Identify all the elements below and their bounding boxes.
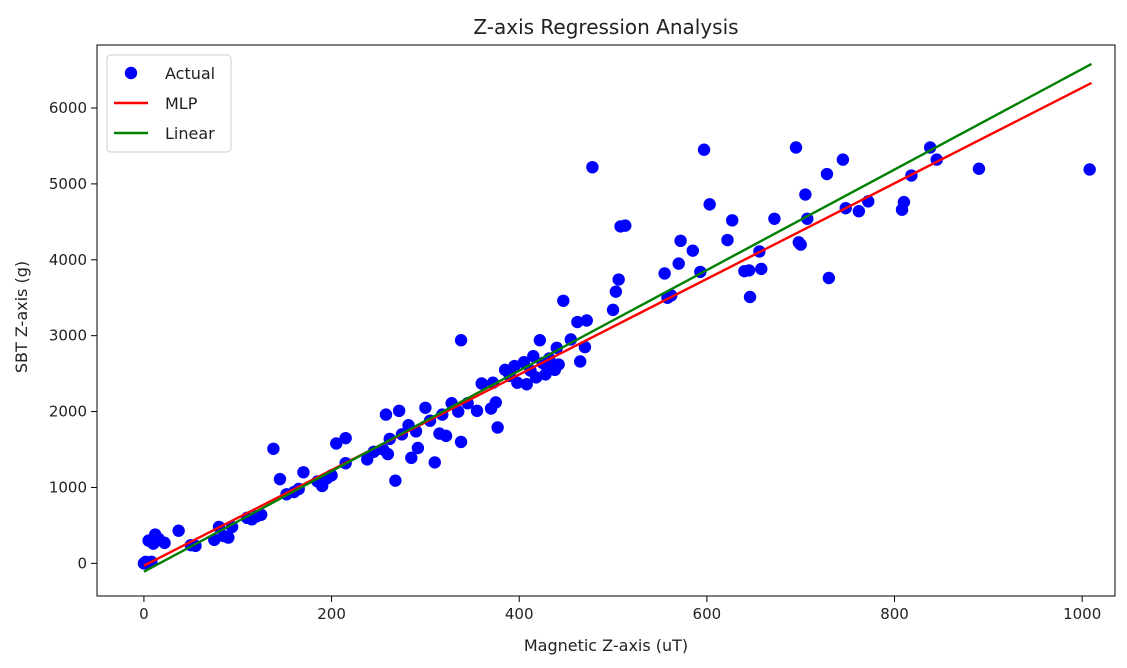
chart-title: Z-axis Regression Analysis <box>473 15 738 39</box>
data-point <box>470 404 484 418</box>
data-point <box>725 214 739 227</box>
data-point <box>571 315 584 329</box>
legend-label-mlp: MLP <box>165 94 198 113</box>
y-axis-label: SBT Z-axis (g) <box>12 261 31 373</box>
data-point <box>897 195 911 209</box>
x-tick-label: 600 <box>693 605 722 623</box>
data-point <box>658 267 671 280</box>
data-point <box>392 404 406 418</box>
legend-box <box>106 54 232 153</box>
data-point <box>367 445 380 458</box>
data-point <box>297 466 310 479</box>
data-point <box>381 447 395 461</box>
data-point <box>743 290 757 304</box>
data-point <box>789 141 803 154</box>
plot-area <box>137 62 1096 573</box>
y-tick-label: 2000 <box>49 403 87 421</box>
data-point <box>552 358 565 371</box>
data-point <box>389 474 402 487</box>
data-point <box>411 441 425 455</box>
data-point <box>439 429 453 443</box>
data-point <box>578 340 592 354</box>
data-point <box>520 378 533 391</box>
data-point <box>674 234 687 248</box>
y-tick-label: 3000 <box>49 327 87 345</box>
data-point <box>527 349 540 363</box>
data-point <box>672 257 685 270</box>
y-tick-label: 6000 <box>49 99 87 117</box>
data-point <box>533 334 547 347</box>
y-tick-label: 1000 <box>49 478 87 496</box>
data-point <box>419 401 432 414</box>
y-tick-label: 4000 <box>49 251 87 269</box>
data-point <box>267 442 280 455</box>
data-point <box>703 198 716 211</box>
legend-label-linear: Linear <box>165 124 215 143</box>
data-point <box>580 314 593 327</box>
x-axis-label: Magnetic Z-axis (uT) <box>524 636 688 655</box>
data-point <box>799 188 812 201</box>
data-point <box>573 355 587 368</box>
data-point <box>379 408 393 421</box>
data-point <box>273 472 287 486</box>
data-point <box>923 141 937 154</box>
data-point <box>539 368 552 381</box>
data-point <box>339 431 352 445</box>
data-point <box>755 262 768 276</box>
data-point <box>612 273 625 286</box>
data-point <box>330 437 343 450</box>
data-point <box>1083 163 1096 176</box>
data-point <box>852 205 866 218</box>
data-point <box>794 238 807 251</box>
data-point <box>820 167 834 181</box>
data-point <box>529 371 543 384</box>
data-point <box>557 294 570 307</box>
data-point <box>822 271 836 285</box>
series-line-mlp <box>143 81 1093 567</box>
data-point <box>508 359 521 373</box>
data-point <box>158 536 171 550</box>
data-point <box>428 456 441 469</box>
legend-marker-actual <box>124 66 138 80</box>
x-tick-label: 0 <box>139 605 149 623</box>
data-point <box>405 451 418 465</box>
data-point <box>172 524 185 537</box>
data-point <box>972 162 986 175</box>
series-line-linear <box>143 62 1093 573</box>
data-point <box>454 334 468 347</box>
y-tick-label: 5000 <box>49 175 87 193</box>
data-point <box>489 396 502 409</box>
data-point <box>768 212 781 226</box>
data-point <box>586 160 599 174</box>
data-point <box>721 233 734 247</box>
y-tick-label: 0 <box>77 554 87 572</box>
plot-frame <box>96 44 1116 597</box>
data-point <box>619 219 632 232</box>
data-point <box>475 377 488 390</box>
data-point <box>606 303 620 317</box>
data-point <box>836 153 850 166</box>
data-point <box>222 531 235 544</box>
x-tick-label: 800 <box>880 605 909 623</box>
data-point <box>686 244 699 257</box>
x-tick-label: 200 <box>317 605 346 623</box>
x-tick-label: 1000 <box>1063 605 1101 623</box>
legend-label-actual: Actual <box>165 64 215 83</box>
x-tick-label: 400 <box>505 605 534 623</box>
data-point <box>511 376 524 389</box>
legend: Actual MLP Linear <box>106 54 232 153</box>
data-point <box>454 435 468 449</box>
data-point <box>697 143 711 156</box>
data-point <box>609 285 623 298</box>
data-point <box>742 264 756 277</box>
data-point <box>491 421 504 434</box>
data-point <box>452 405 465 418</box>
axes: 0 200 400 600 800 1000 0 1000 2000 3000 4000 5000 60… <box>49 44 1116 623</box>
